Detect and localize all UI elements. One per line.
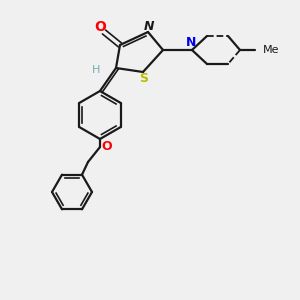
- Text: S: S: [140, 73, 148, 85]
- Text: H: H: [92, 65, 100, 75]
- Text: N: N: [186, 37, 196, 50]
- Text: Me: Me: [263, 45, 280, 55]
- Text: N: N: [144, 20, 154, 32]
- Text: O: O: [102, 140, 112, 152]
- Text: O: O: [94, 20, 106, 34]
